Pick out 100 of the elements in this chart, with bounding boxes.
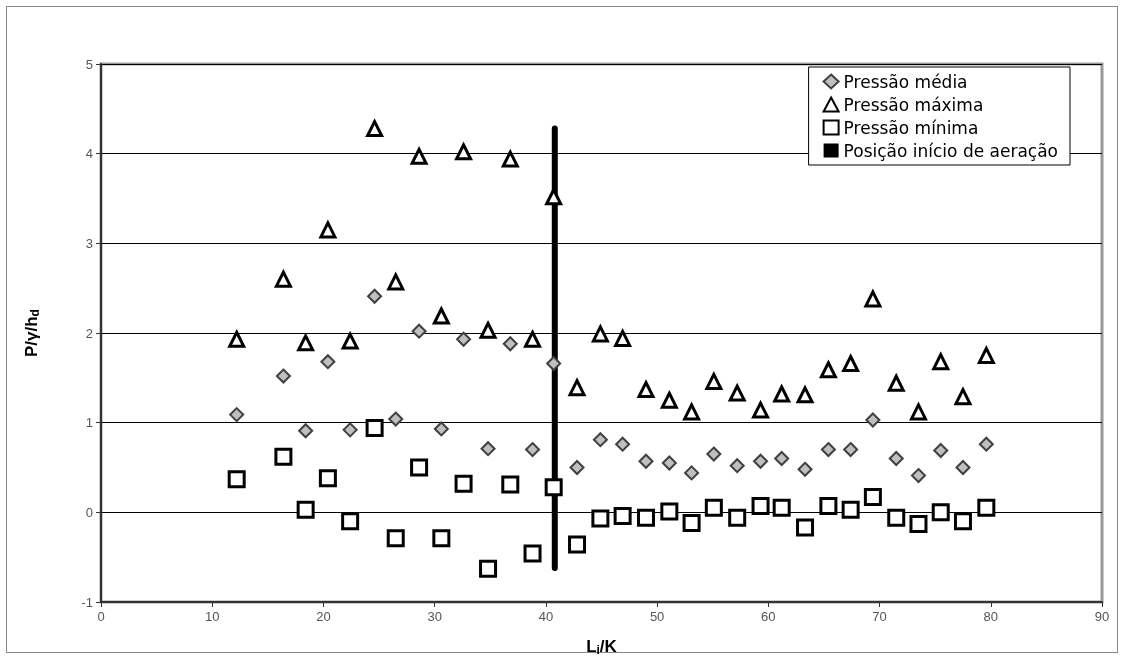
point [432, 529, 451, 548]
point [933, 442, 949, 458]
y-axis-title: P/γ/hd [21, 309, 42, 357]
point [954, 388, 972, 406]
point [955, 460, 971, 475]
point [727, 382, 747, 402]
point [591, 325, 609, 343]
point [367, 288, 383, 304]
x-tick-label: 10 [204, 609, 220, 624]
point [863, 488, 882, 507]
point [683, 403, 701, 421]
point [660, 391, 678, 409]
point [819, 361, 837, 379]
point [953, 512, 972, 531]
point [432, 307, 450, 325]
x-tick-label: 40 [538, 609, 554, 624]
point [274, 268, 293, 288]
point [568, 535, 587, 554]
point [480, 441, 496, 457]
point [275, 368, 291, 384]
point [887, 508, 906, 527]
point [341, 512, 360, 531]
point [568, 379, 586, 397]
y-tick-label: 1 [85, 415, 93, 431]
point [614, 329, 632, 347]
point [455, 143, 473, 161]
x-tick-label: 70 [872, 609, 887, 624]
point [502, 336, 518, 352]
y-tick-label: 3 [85, 235, 93, 251]
point [751, 497, 770, 516]
point [797, 461, 813, 477]
point [387, 273, 405, 291]
point [479, 559, 498, 578]
point [978, 436, 994, 452]
y-tick-label: 5 [85, 56, 93, 72]
point [909, 403, 927, 421]
point [729, 458, 745, 474]
point [320, 354, 336, 370]
x-tick-label: 50 [649, 609, 665, 624]
x-tick-label: 80 [983, 609, 999, 624]
point [479, 321, 497, 339]
point [298, 423, 314, 439]
legend-label: Posição início de aeração [843, 140, 1059, 161]
point [684, 465, 700, 481]
point [410, 458, 429, 477]
point [706, 446, 722, 462]
point [660, 502, 679, 521]
point [661, 455, 677, 471]
point [638, 453, 654, 469]
point [591, 509, 610, 528]
point [410, 147, 428, 165]
point [411, 323, 427, 339]
point [910, 468, 926, 484]
point [613, 506, 632, 525]
point [888, 451, 904, 467]
point [753, 453, 769, 469]
point [865, 412, 881, 428]
point [615, 436, 631, 452]
point [728, 508, 747, 527]
point [909, 514, 928, 533]
point [342, 422, 358, 438]
point [636, 508, 655, 527]
point [524, 330, 542, 348]
point [501, 475, 520, 494]
x-tick-label: 20 [316, 609, 331, 624]
point [318, 469, 337, 488]
y-tick-label: -1 [81, 594, 93, 610]
x-tick-label: 60 [761, 609, 776, 624]
point [229, 407, 245, 423]
y-tick-label: 0 [85, 504, 93, 520]
point [545, 188, 563, 206]
x-tick-label: 0 [97, 609, 105, 624]
point [705, 372, 723, 390]
point [886, 372, 906, 392]
point [774, 451, 790, 467]
point [820, 442, 836, 458]
point [819, 497, 838, 516]
point [319, 221, 337, 239]
x-tick-label: 90 [1094, 609, 1110, 624]
point [456, 331, 472, 347]
point [501, 148, 520, 168]
legend-label: Pressão máxima [843, 94, 984, 115]
point [296, 500, 315, 519]
point [525, 442, 541, 458]
point [340, 330, 360, 350]
point [704, 498, 723, 517]
point [977, 498, 996, 517]
point [388, 411, 404, 427]
point [932, 353, 950, 371]
legend-label: Pressão média [843, 71, 968, 92]
point [365, 419, 384, 438]
legend-label: Pressão mínima [843, 117, 979, 138]
point [227, 470, 246, 489]
point [544, 478, 563, 497]
point [842, 354, 860, 372]
point [592, 432, 608, 448]
point [637, 380, 655, 398]
point [843, 442, 859, 458]
point [366, 120, 384, 138]
point [796, 386, 814, 404]
